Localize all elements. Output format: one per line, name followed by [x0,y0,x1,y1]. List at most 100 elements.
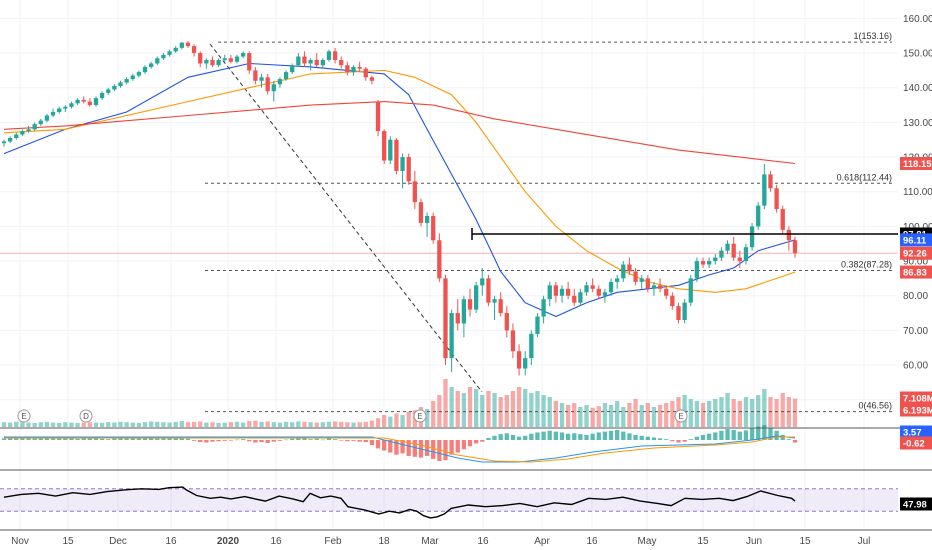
candle-body [602,292,608,296]
resistance-line[interactable] [0,227,898,254]
macd-histogram-bar [179,437,184,440]
candle-body [780,209,785,230]
volume-bar [584,405,589,427]
candle-body [247,53,252,71]
volume-bar [106,422,111,427]
volume-bar [210,422,215,427]
macd-histogram-bar [259,440,264,443]
volume-bar [216,423,221,427]
volume-bar [357,422,362,427]
candle-body [510,330,516,352]
macd-histogram-bar [615,429,620,440]
candle-body [106,89,111,93]
candle-body [185,42,191,47]
time-tick-label: 16 [586,536,598,547]
macd-histogram-bar [388,440,393,453]
macd-histogram-bar [173,437,178,440]
volume-bar [394,413,399,427]
candle-body [382,131,387,161]
volume-bar [296,421,301,427]
volume-bar [247,421,252,427]
macd-histogram-bar [20,437,25,440]
volume-bar [369,420,375,427]
volume-bar [523,389,528,427]
volume-bar [155,421,160,427]
candle-body [443,278,448,359]
volume-bar [406,411,411,427]
volume-bar [57,423,62,427]
volume-bar [627,403,632,427]
trend-line-dashed[interactable] [209,43,483,393]
event-marker[interactable]: E [413,409,427,423]
candle-body [93,98,99,106]
volume-bar [578,407,583,427]
macd-histogram-bar [296,437,301,440]
time-tick-label: Apr [534,536,550,547]
macd-histogram-bar [185,438,191,440]
candle-body [492,299,497,303]
volume-bar [118,421,123,427]
macd-histogram-bar [523,435,528,440]
candle-body [81,99,86,102]
macd-histogram-bar [455,440,460,453]
candle-body [529,333,534,359]
candle-body [553,285,559,296]
candle-body [314,60,319,66]
volume-bar [142,422,148,427]
macd-histogram-bar [240,439,246,440]
fibonacci-retracement[interactable]: 1(153.16) 0.618(112.44) 0.382(87.28) 0(46.5… [205,31,892,413]
candle-body [437,240,442,279]
volume-bar [792,398,798,427]
price-tag: 96.11 [900,233,932,247]
macd-tag: 3.57 [900,425,932,439]
macd-histogram-bar [394,440,399,455]
event-marker[interactable]: E [674,409,688,423]
volume-bar [332,421,338,427]
volume-bar [762,389,767,427]
volume-bar [486,391,491,427]
svg-text:118.15: 118.15 [903,159,932,170]
candle-body [26,129,31,132]
volume-bar [191,421,197,427]
rsi-line [3,486,796,519]
volume-bar [664,403,669,427]
macd-histogram-bar [657,438,663,440]
volume-bar [707,401,712,427]
volume-bar [1,422,7,427]
candle-body [14,134,19,138]
price-tick-label: 150.00 [903,49,932,60]
candle-body [725,243,730,251]
price-tick-label: 60.00 [903,361,928,372]
time-tick-label: 2020 [217,536,240,547]
candle-body [756,205,761,227]
macd-histogram-bar [510,434,516,440]
macd-histogram-bar [63,437,68,440]
fib-level-label: 0.618(112.44) [837,172,892,182]
event-marker[interactable]: E [17,409,31,423]
macd-histogram-bar [608,430,614,440]
candle-body [339,60,344,66]
volume-bar [504,395,509,427]
macd-histogram-bar [737,431,742,440]
candle-body [461,299,467,324]
macd-histogram-bar [93,438,99,440]
event-marker[interactable]: D [79,409,93,423]
volume-bar [290,422,295,427]
macd-histogram-bar [382,440,387,451]
macd-histogram-bar [247,440,252,442]
volume-bar [32,423,37,427]
macd-tag: -0.62 [900,436,932,450]
macd-histogram-bar [431,440,436,459]
svg-text:D: D [83,412,89,421]
volume-bar [161,422,166,427]
volume-bar [400,415,405,427]
rsi-pane [0,486,898,519]
volume-bar [449,387,454,427]
macd-histogram-bar [136,438,142,440]
volume-bar [14,421,19,427]
macd-histogram-bar [7,437,13,440]
macd-histogram-bar [326,438,332,440]
volume-bar [75,423,80,427]
volume-bar [431,401,436,427]
